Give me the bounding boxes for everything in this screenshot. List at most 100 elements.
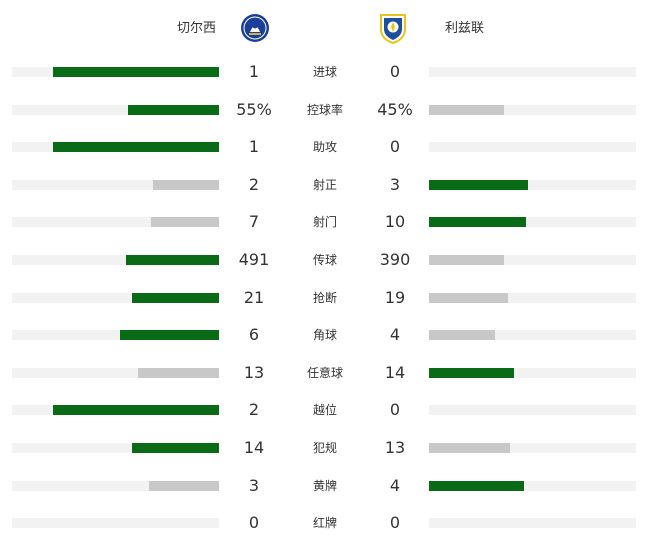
stat-label: 犯规: [312, 440, 337, 455]
away-stat-value: 0: [389, 400, 401, 420]
away-stat-value: 45%: [377, 99, 413, 119]
home-stat-value: 1: [248, 62, 260, 81]
away-bar-fill: [429, 367, 514, 378]
away-bar-fill: [429, 217, 526, 228]
away-bar-fill: [429, 330, 495, 341]
home-stat-value: 21: [243, 287, 265, 307]
stat-row: 13 任意球 14: [0, 353, 660, 391]
stat-label: 任意球: [306, 365, 343, 380]
away-bar-fill: [429, 442, 510, 453]
away-bar-track: [429, 405, 636, 416]
stat-label: 射门: [312, 215, 337, 230]
away-stat-value: 0: [389, 513, 401, 533]
home-bar-fill: [132, 292, 219, 303]
home-bar-fill: [132, 442, 219, 453]
chelsea-crest-icon: [241, 14, 269, 42]
away-team-name: 利兹联: [445, 21, 485, 36]
away-stat-value: 0: [389, 137, 401, 157]
away-stat-value: 390: [379, 249, 411, 269]
away-bar-track: [429, 442, 636, 453]
home-bar-track: [12, 442, 219, 453]
home-bar-track: [12, 480, 219, 491]
away-stat-value: 0: [389, 62, 401, 81]
away-bar-track: [429, 179, 636, 190]
stat-row: 7 射门 10: [0, 202, 660, 240]
stat-label: 抢断: [312, 290, 337, 305]
home-bar-fill: [126, 254, 219, 265]
stat-row: 0 红牌 0: [0, 503, 660, 541]
stat-label: 传球: [312, 252, 337, 267]
stat-row: 14 犯规 13: [0, 428, 660, 466]
stat-label: 射正: [312, 177, 337, 192]
stat-label: 控球率: [306, 102, 343, 117]
stat-label: 角球: [312, 328, 337, 343]
away-bar-track: [429, 480, 636, 491]
away-stat-value: 14: [384, 362, 406, 382]
home-bar-track: [12, 518, 219, 529]
leeds-united-crest-icon: [380, 14, 406, 44]
stat-label: 进球: [312, 65, 337, 79]
stat-row: 3 黄牌 4: [0, 466, 660, 504]
home-stat-value: 1: [248, 137, 260, 157]
stat-row: 1 进球 0: [0, 52, 660, 90]
stat-label: 黄牌: [312, 478, 337, 493]
away-bar-track: [429, 330, 636, 341]
stat-row: 2 越位 0: [0, 390, 660, 428]
away-bar-track: [429, 67, 636, 77]
away-bar-track: [429, 142, 636, 153]
home-stat-value: 7: [248, 212, 260, 232]
home-bar-fill: [120, 330, 219, 341]
stat-row: 6 角球 4: [0, 315, 660, 353]
stat-row: 491 传球 390: [0, 240, 660, 278]
home-bar-track: [12, 67, 219, 77]
home-bar-fill: [53, 67, 219, 77]
home-bar-fill: [151, 217, 219, 228]
home-bar-fill: [138, 367, 219, 378]
away-stat-value: 3: [389, 174, 401, 194]
away-bar-fill: [429, 254, 504, 265]
home-bar-track: [12, 217, 219, 228]
home-bar-track: [12, 142, 219, 153]
away-bar-track: [429, 367, 636, 378]
home-bar-track: [12, 367, 219, 378]
home-stat-value: 0: [248, 513, 260, 533]
away-bar-track: [429, 254, 636, 265]
home-stat-value: 2: [248, 400, 260, 420]
away-bar-track: [429, 104, 636, 115]
match-header: 切尔西 利兹联: [0, 0, 660, 58]
home-stat-value: 2: [248, 174, 260, 194]
away-stat-value: 4: [389, 475, 401, 495]
home-team-name: 切尔西: [176, 21, 216, 36]
away-stat-value: 13: [384, 437, 406, 457]
home-bar-fill: [53, 142, 219, 153]
home-stat-value: 55%: [236, 99, 272, 119]
home-bar-track: [12, 104, 219, 115]
away-stat-value: 19: [384, 287, 406, 307]
away-bar-track: [429, 518, 636, 529]
home-bar-fill: [153, 179, 219, 190]
away-bar-fill: [429, 179, 528, 190]
stats-table: 1 进球 0 55% 控球率 45% 1 助攻 0 2 射正 3 7 射门 10…: [0, 52, 660, 541]
home-stat-value: 13: [243, 362, 265, 382]
home-bar-track: [12, 330, 219, 341]
home-bar-track: [12, 179, 219, 190]
home-stat-value: 3: [248, 475, 260, 495]
home-stat-value: 14: [243, 437, 265, 457]
home-stat-value: 6: [248, 325, 260, 345]
stat-row: 21 抢断 19: [0, 278, 660, 316]
away-bar-track: [429, 292, 636, 303]
away-bar-fill: [429, 104, 504, 115]
away-stat-value: 10: [384, 212, 406, 232]
stat-row: 55% 控球率 45%: [0, 90, 660, 128]
home-bar-fill: [149, 480, 219, 491]
stat-label: 红牌: [312, 516, 337, 531]
away-bar-fill: [429, 480, 524, 491]
stat-row: 1 助攻 0: [0, 127, 660, 165]
away-stat-value: 4: [389, 325, 401, 345]
home-bar-fill: [128, 104, 219, 115]
stat-label: 助攻: [312, 140, 337, 155]
away-bar-track: [429, 217, 636, 228]
home-bar-fill: [53, 405, 219, 416]
stat-label: 越位: [312, 403, 337, 418]
home-bar-track: [12, 254, 219, 265]
